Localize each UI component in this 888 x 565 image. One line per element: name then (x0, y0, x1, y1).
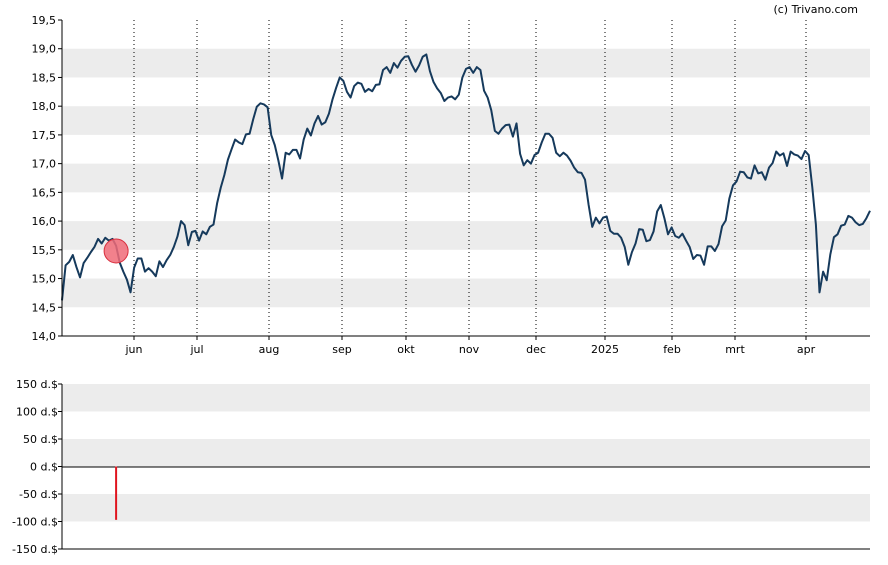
price-x-tick-label: jun (125, 343, 143, 356)
price-vertical-gridlines (133, 20, 807, 336)
price-series-line (61, 53, 871, 301)
price-y-tick-labels: 14,0 14,5 15,0 15,5 16,0 16,5 17,0 17,5 18,0 18,5… (32, 14, 62, 343)
price-y-tick-label: 17,5 (32, 129, 57, 142)
price-y-tick-label: 19,0 (32, 43, 57, 56)
dividend-y-tick-label: -100 d.$ (12, 516, 58, 529)
copyright-label: (c) Trivano.com (773, 3, 858, 16)
price-x-tick-label: 2025 (591, 343, 619, 356)
price-x-tick-label: apr (797, 343, 816, 356)
price-y-tick-label: 15,0 (32, 273, 57, 286)
price-x-tick-label: feb (663, 343, 681, 356)
price-x-tick-label: jul (189, 343, 203, 356)
dividend-y-tick-label: 50 d.$ (23, 433, 58, 446)
price-y-tick-label: 17,0 (32, 158, 57, 171)
price-x-tick-labels: jun jul aug sep okt nov dec 2025 feb mrt apr (125, 336, 816, 356)
price-y-tick-label: 16,5 (32, 186, 57, 199)
dividend-grid-band (62, 439, 870, 467)
price-y-tick-label: 19,5 (32, 14, 57, 27)
price-grid-band (62, 221, 870, 250)
price-y-tick-label: 15,5 (32, 244, 57, 257)
dividend-grid-bands (62, 384, 870, 522)
dividend-event-marker (103, 238, 129, 264)
price-x-tick-label: okt (397, 343, 415, 356)
price-x-tick-label: dec (526, 343, 546, 356)
dividend-y-tick-label: -150 d.$ (12, 543, 58, 556)
price-x-tick-label: nov (459, 343, 480, 356)
dividend-y-tick-label: -50 d.$ (19, 488, 58, 501)
dividend-y-tick-label: 100 d.$ (16, 406, 58, 419)
dividend-y-tick-label: 150 d.$ (16, 378, 58, 391)
price-y-tick-label: 18,0 (32, 100, 57, 113)
dividend-y-tick-label: 0 d.$ (30, 461, 58, 474)
price-grid-band (62, 48, 870, 78)
price-grid-band (62, 278, 870, 308)
price-x-tick-label: mrt (725, 343, 745, 356)
dividend-grid-band (62, 384, 870, 412)
price-grid-band (62, 106, 870, 135)
price-x-tick-label: sep (332, 343, 351, 356)
price-x-tick-label: aug (259, 343, 280, 356)
price-y-tick-label: 14,0 (32, 330, 57, 343)
dividend-grid-band (62, 494, 870, 522)
price-y-tick-label: 16,0 (32, 215, 57, 228)
dividend-y-tick-labels: 150 d.$ 100 d.$ 50 d.$ 0 d.$ -50 d.$ -100 d.$… (12, 378, 62, 556)
price-y-tick-label: 18,5 (32, 71, 57, 84)
price-y-tick-label: 14,5 (32, 301, 57, 314)
